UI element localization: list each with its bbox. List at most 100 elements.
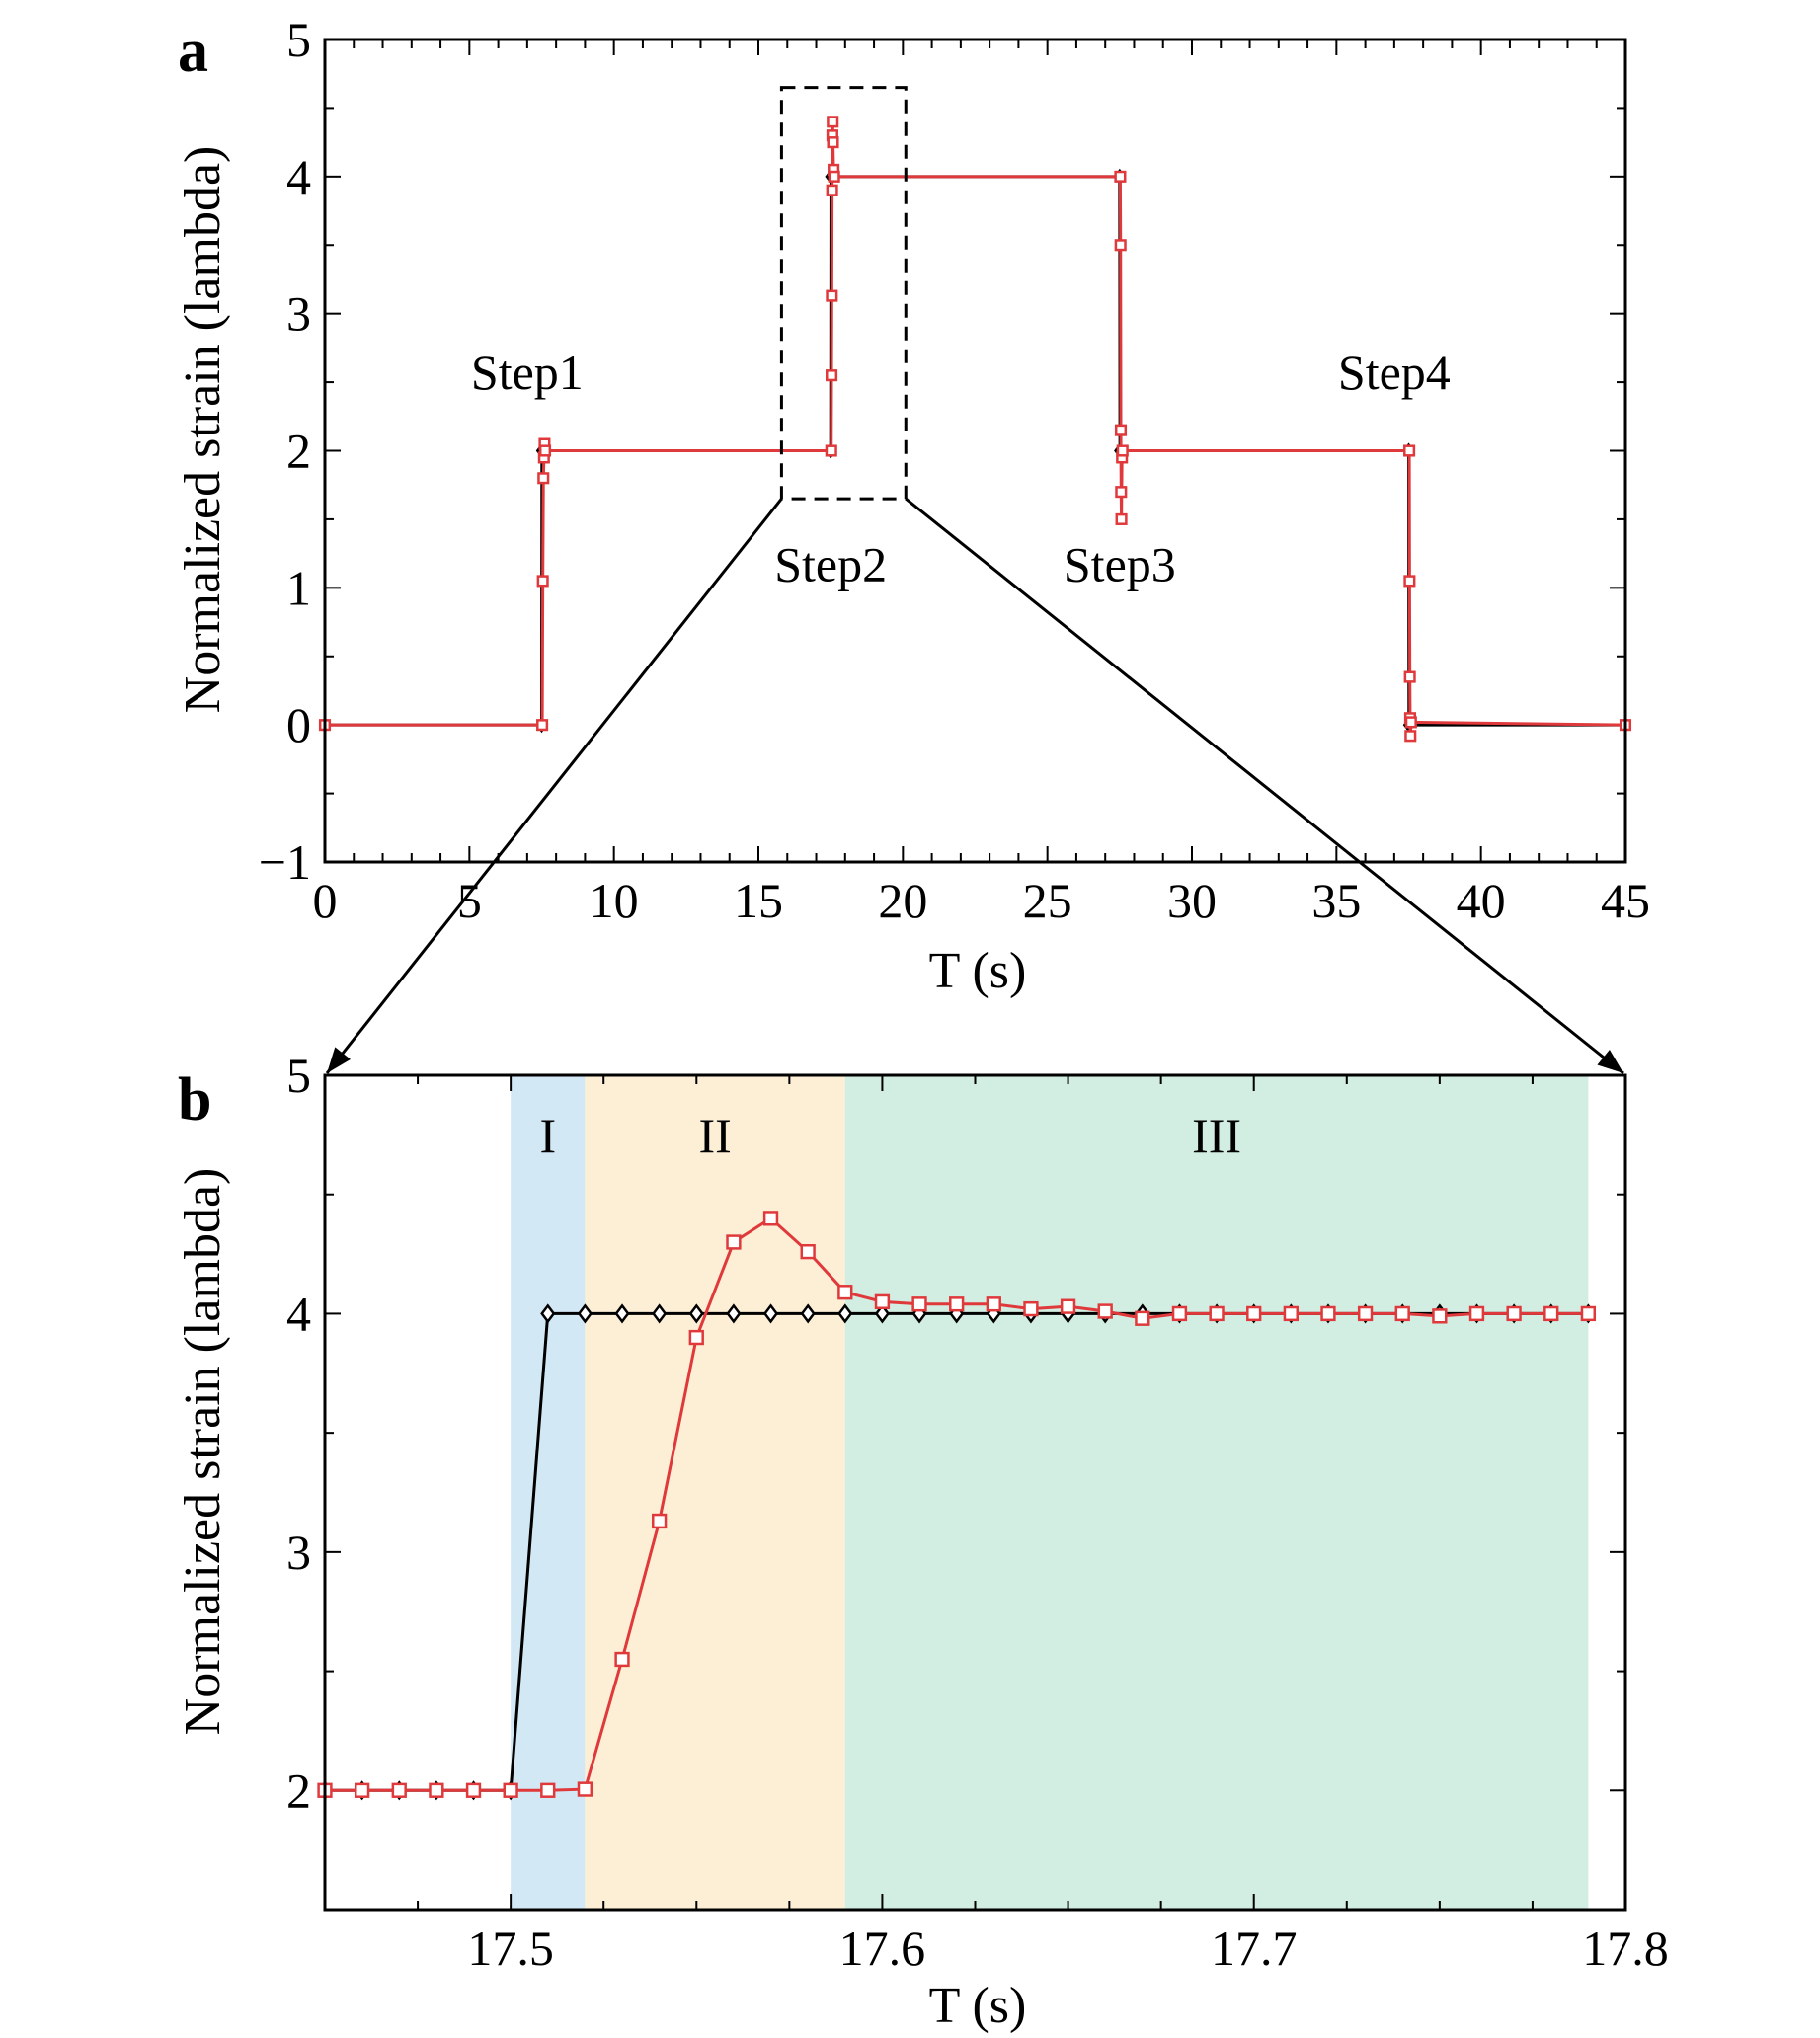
panel-a-point-square [1115,512,1128,525]
zoom-arrow-left-head [327,1047,351,1073]
panel-b-point-square [1394,1305,1410,1322]
panel-b-y-tick-label: 2 [286,1763,311,1818]
panel-b-point-square [911,1296,927,1312]
panel-a-x-tick-label: 45 [1601,873,1650,928]
panel-b-point-square [540,1782,556,1798]
panel-b-point-diamond [652,1303,668,1324]
panel-a-point-square [537,472,550,485]
panel-b-point-square [1468,1305,1485,1322]
panel-a-frame [323,38,1627,864]
panel-a-x-axis-title: T (s) [929,943,1027,999]
panel-b-point-square [726,1234,742,1250]
panel-b-y-tick-label: 4 [286,1286,311,1341]
panel-a-point-square [1403,670,1416,683]
panel-b-x-axis-title: T (s) [929,1978,1027,2034]
panel-a-point-square [825,369,838,382]
panel-b-point-square [949,1296,965,1312]
zoom-connectors [325,497,1624,1075]
zoom-arrow-right [905,497,1624,1075]
panel-a-y-tick-label: 5 [286,12,311,67]
panel-a-x-tick-label: 15 [734,873,783,928]
panel-b-point-square [874,1293,891,1310]
panel-b-point-square [465,1782,482,1798]
panel-b-point-square [1060,1298,1076,1314]
panel-b-x-tick-label: 17.7 [1211,1920,1298,1976]
panel-a-x-tick-label: 20 [878,873,927,928]
panel-a-point-square [1114,424,1128,436]
panel-a-zoom-box [779,86,908,501]
panel-b-point-square [1283,1305,1299,1322]
panel-a-y-tick-label: −1 [259,834,311,890]
panel-a-series-square [318,116,1632,743]
panel-b-series-square [317,1211,1597,1798]
panel-b-point-square [1097,1303,1113,1319]
panel-b-point-diamond [874,1303,890,1324]
panel-b-y-axis-title: Normalized strain (lambda) [175,1168,231,1736]
panel-a-point-square [828,170,840,183]
panel-b-point-square [652,1513,668,1529]
panel-a-series-line-square [325,121,1626,737]
panel-b-point-square [614,1651,630,1668]
panel-b-point-diamond [800,1303,816,1324]
panel-a-point-square [825,444,837,457]
panel-a-x-tick-label: 0 [313,873,338,928]
panel-a-point-square [536,719,549,732]
panel-b-point-square [429,1782,444,1798]
panel-b-region-II [585,1075,845,1910]
zoom-arrow-right-head [1597,1049,1623,1073]
panel-a-x-tick-label: 10 [590,873,639,928]
panel-b-y-tick-label: 5 [286,1048,311,1103]
panel-b-point-square [1432,1308,1448,1324]
panel-b-point-square [800,1244,816,1260]
panel-b-point-square [1357,1305,1374,1322]
panel-b-point-diamond [762,1303,779,1324]
panel-a-y-tick-label: 0 [286,697,311,752]
panel-b-point-square [391,1782,407,1798]
panel-b-point-diamond [726,1303,742,1324]
panel-a-letter: a [178,18,208,85]
panel-b-point-square [354,1782,370,1798]
panel-a-point-square [827,136,839,149]
panel-b-point-square [688,1329,704,1346]
panel-a-point-square [826,289,838,302]
panel-b-point-square [503,1782,518,1798]
panel-b-point-square [1135,1310,1150,1326]
panel-a-point-square [1115,486,1128,499]
panel-a-point-square [1114,170,1127,183]
panel-b-point-square [1171,1305,1188,1322]
panel-b-region-label-III: III [1192,1108,1241,1163]
panel-a-point-square [1404,730,1417,743]
panel-b-point-square [1506,1305,1522,1322]
panel-b-region-label-II: II [698,1108,731,1163]
panel-a-x-tick-label: 30 [1167,873,1217,928]
panel-b-point-square [1580,1305,1597,1322]
panel-a-point-square [1116,444,1129,457]
panel-b-point-square [1023,1300,1039,1317]
panel-b-frame [323,1073,1627,1912]
panel-b-point-diamond [837,1303,853,1324]
panel-a-annotation-step1: Step1 [471,345,584,400]
panel-b-point-square [1320,1305,1336,1322]
panel-b-point-diamond [614,1303,630,1324]
panel-a-point-square [536,575,549,588]
panel-a-point-square [538,444,552,457]
panel-a-y-axis-title: Normalized strain (lambda) [175,146,231,714]
panel-a-point-square [1403,575,1416,588]
panel-a-x-tick-label: 40 [1457,873,1506,928]
panel-b-point-diamond [577,1303,593,1324]
panel-b-region-I [511,1075,586,1910]
panel-b-point-square [1543,1305,1559,1322]
panel-a-point-square [827,116,839,128]
panel-a-x-tick-label: 35 [1311,873,1361,928]
panel-b-letter: b [178,1066,211,1134]
panel-b-x-tick-label: 17.5 [467,1920,554,1976]
panel-a-y-tick-label: 2 [286,424,311,479]
panel-a-series-line-diamond [325,175,1625,727]
panel-b-point-square [577,1781,593,1797]
panel-b-point-square [762,1211,779,1226]
